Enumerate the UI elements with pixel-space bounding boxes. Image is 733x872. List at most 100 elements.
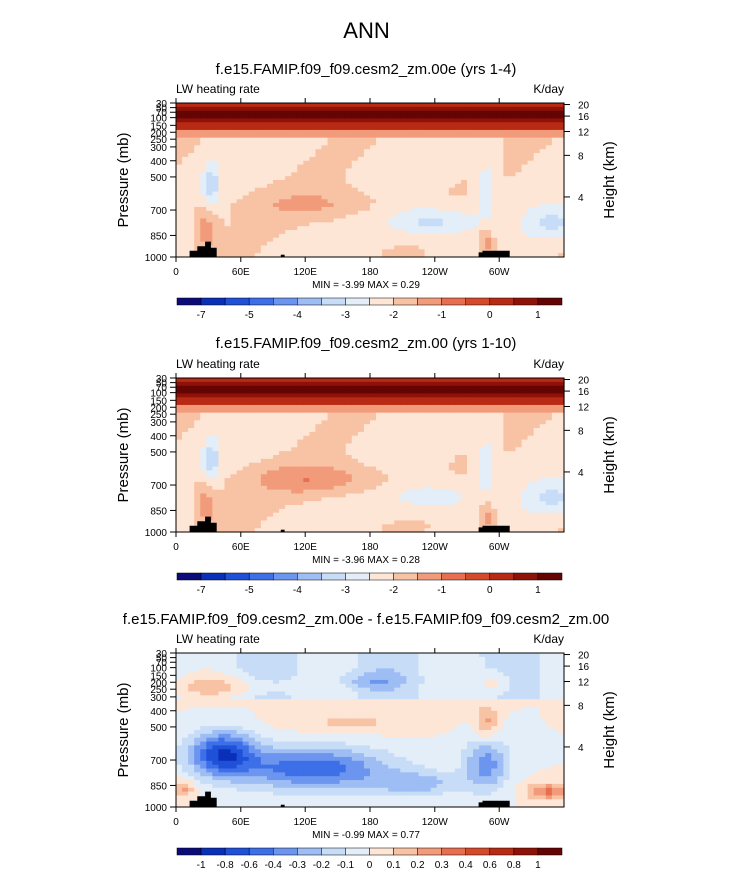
heatmap-cell bbox=[339, 164, 347, 170]
heatmap-cell bbox=[406, 191, 414, 196]
heatmap-cell bbox=[485, 466, 492, 471]
heatmap-cell bbox=[266, 145, 274, 150]
heatmap-cell bbox=[412, 516, 420, 522]
heatmap-cell bbox=[460, 156, 468, 162]
heatmap-cell bbox=[212, 385, 220, 391]
heatmap-cell bbox=[497, 416, 504, 421]
heatmap-cell bbox=[442, 226, 450, 231]
heatmap-cell bbox=[357, 103, 365, 108]
heatmap-cell bbox=[539, 191, 547, 196]
heatmap-cell bbox=[430, 397, 438, 402]
heatmap-cell bbox=[242, 237, 250, 243]
heatmap-cell bbox=[297, 458, 304, 464]
heatmap-cell bbox=[291, 214, 298, 220]
heatmap-cell bbox=[382, 466, 389, 471]
heatmap-cell bbox=[291, 520, 298, 525]
heatmap-cell bbox=[370, 160, 377, 166]
heatmap-cell bbox=[394, 191, 401, 196]
heatmap-cell bbox=[412, 470, 420, 475]
y-tick-label: 150 bbox=[150, 121, 167, 132]
heatmap-cell bbox=[545, 153, 553, 158]
heatmap-cell bbox=[345, 397, 353, 402]
heatmap-cell bbox=[303, 505, 310, 510]
heatmap-cell bbox=[363, 443, 371, 448]
heatmap-cell bbox=[248, 168, 256, 173]
heatmap-cell bbox=[351, 172, 359, 177]
heatmap-cell bbox=[212, 435, 220, 441]
heatmap-cell bbox=[442, 478, 450, 483]
heatmap-cell bbox=[479, 401, 486, 406]
heatmap-cell bbox=[539, 129, 547, 135]
heatmap-cell bbox=[418, 412, 426, 418]
heatmap-cell bbox=[230, 206, 238, 212]
heatmap-cell bbox=[254, 439, 262, 445]
heatmap-cell bbox=[479, 466, 486, 471]
heatmap-cell bbox=[382, 195, 389, 200]
heatmap-cell bbox=[491, 401, 498, 406]
heatmap-cell bbox=[370, 455, 377, 460]
heatmap-cell bbox=[248, 203, 256, 208]
heatmap-cell bbox=[345, 385, 353, 391]
heatmap-cell bbox=[497, 489, 504, 495]
heatmap-cell bbox=[182, 149, 189, 154]
heatmap-cell bbox=[285, 458, 292, 464]
heatmap-cell bbox=[327, 397, 335, 402]
heatmap-cell bbox=[291, 420, 298, 425]
heatmap-cell bbox=[448, 203, 456, 208]
heatmap-cell bbox=[436, 233, 444, 239]
heatmap-cell bbox=[206, 168, 213, 173]
heatmap-cell bbox=[357, 222, 365, 227]
heatmap-cell bbox=[479, 431, 486, 437]
heatmap-cell bbox=[242, 378, 250, 383]
heatmap-cell bbox=[279, 516, 286, 522]
heatmap-cell bbox=[370, 478, 377, 483]
chart-panel-2: f.e15.FAMIP.f09_f09.cesm2_zm.00 (yrs 1-1… bbox=[115, 335, 618, 596]
heatmap-cell bbox=[242, 126, 250, 131]
heatmap-cell bbox=[333, 133, 341, 139]
heatmap-cell bbox=[200, 149, 207, 154]
heatmap-cell bbox=[491, 214, 498, 220]
heatmap-cell bbox=[285, 164, 292, 170]
heatmap-cell bbox=[200, 489, 207, 495]
heatmap-cell bbox=[194, 447, 201, 452]
heatmap-cell bbox=[333, 381, 341, 387]
heatmap-cell bbox=[303, 485, 310, 491]
heatmap-cell bbox=[479, 199, 486, 204]
heatmap-cell bbox=[467, 110, 474, 116]
heatmap-cell bbox=[351, 470, 359, 475]
heatmap-cell bbox=[527, 187, 535, 193]
heatmap-cell bbox=[224, 210, 232, 216]
heatmap-cell bbox=[279, 381, 286, 387]
heatmap-cell bbox=[230, 145, 238, 150]
heatmap-cell bbox=[236, 416, 244, 421]
heatmap-cell bbox=[315, 393, 323, 398]
heatmap-cell bbox=[206, 393, 213, 398]
heatmap-cell bbox=[430, 466, 438, 471]
heatmap-cell bbox=[206, 497, 213, 502]
heatmap-cell bbox=[236, 501, 244, 506]
heatmap-cell bbox=[273, 145, 280, 150]
heatmap-cell bbox=[218, 428, 226, 433]
heatmap-cell bbox=[521, 149, 529, 154]
heatmap-cell bbox=[442, 435, 450, 441]
heatmap-cell bbox=[273, 230, 280, 235]
heatmap-cell bbox=[539, 149, 547, 154]
heatmap-cell bbox=[418, 191, 426, 196]
heatmap-cell bbox=[176, 497, 183, 502]
heatmap-cell bbox=[188, 164, 195, 170]
heatmap-cell bbox=[527, 439, 535, 445]
heatmap-cell bbox=[285, 210, 292, 216]
heatmap-cell bbox=[448, 156, 456, 162]
heatmap-cell bbox=[218, 237, 226, 243]
heatmap-cell bbox=[285, 489, 292, 495]
heatmap-cell bbox=[194, 431, 201, 437]
heatmap-cell bbox=[182, 176, 189, 181]
heatmap-cell bbox=[212, 114, 220, 119]
heatmap-cell bbox=[297, 222, 304, 227]
heatmap-cell bbox=[448, 145, 456, 150]
heatmap-cell bbox=[321, 451, 329, 456]
heatmap-cell bbox=[321, 404, 329, 410]
heatmap-cell bbox=[285, 528, 292, 533]
heatmap-cell bbox=[442, 110, 450, 116]
heatmap-cell bbox=[442, 233, 450, 239]
